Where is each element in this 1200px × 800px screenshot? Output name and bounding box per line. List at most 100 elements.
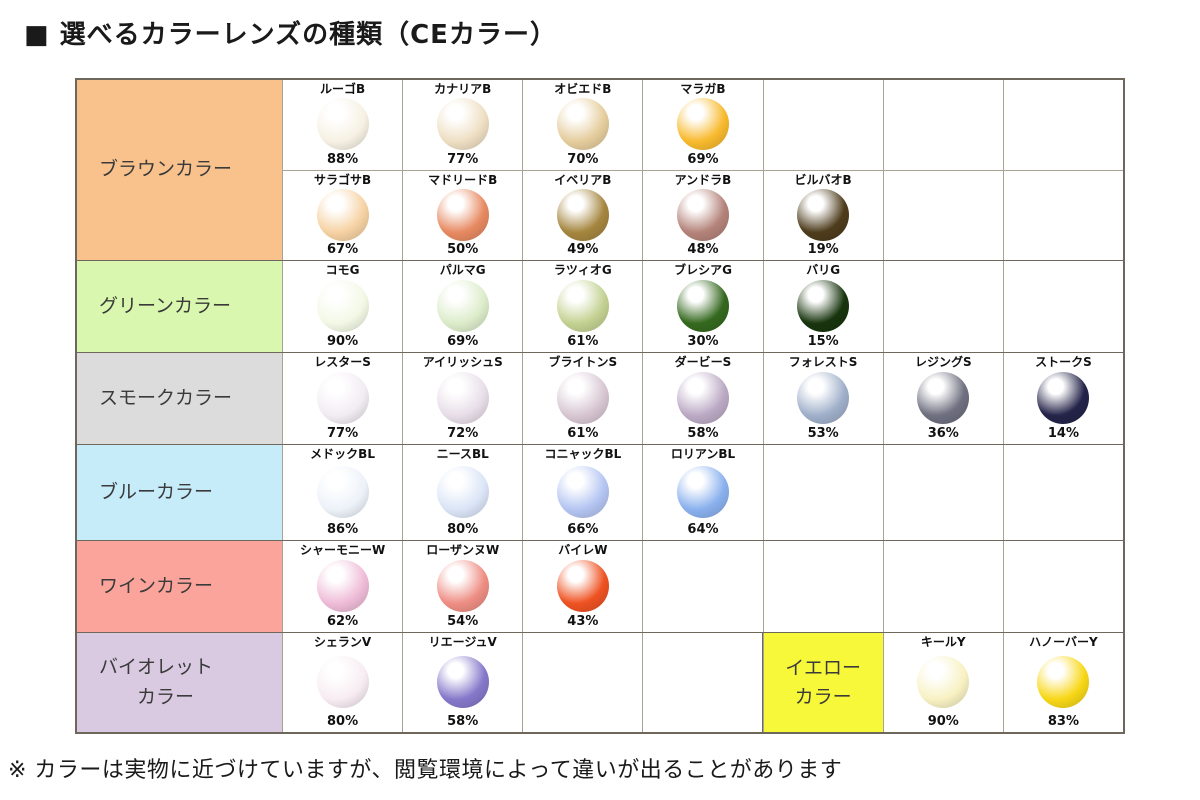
lens-swatch <box>436 279 489 332</box>
lens-percentage: 19% <box>807 241 839 257</box>
lens-percentage: 30% <box>687 333 719 349</box>
lens-name: バリG <box>806 263 841 277</box>
lens-name: シェランV <box>313 635 372 649</box>
lens-percentage: 88% <box>327 151 359 167</box>
empty-cell <box>882 261 1003 352</box>
table-row: グリーンカラー コモG 90% パルマG 69% ラツィオG 61% ブレシアG 30% バリG 1… <box>77 261 1123 353</box>
lens-cell: バリG 15% <box>762 261 883 352</box>
empty-cell <box>762 445 883 540</box>
lens-percentage: 58% <box>687 425 719 441</box>
lens-cell: ルーゴB 88% <box>282 80 402 170</box>
table-row: スモークカラー レスターS 77% アイリッシュS 72% ブライトンS 61% ダービーS 5… <box>77 353 1123 445</box>
lens-swatch <box>556 98 609 151</box>
lens-name: ハノーバーY <box>1029 635 1098 649</box>
lens-cell: ローザンヌW 54% <box>402 541 522 632</box>
lens-swatch <box>676 98 729 151</box>
lens-cell: サラゴサB 67% <box>282 171 402 260</box>
lens-table: ブラウンカラー ルーゴB 88% カナリアB 77% オビエドB 70% マラガB 69% サラゴ… <box>75 78 1125 734</box>
lens-percentage: 77% <box>327 425 359 441</box>
lens-percentage: 90% <box>327 333 359 349</box>
table-subrow: メドックBL 86% ニースBL 80% コニャックBL 66% ロリアンBL 64% <box>282 445 1123 540</box>
lens-name: マラガB <box>680 82 726 96</box>
lens-name: オビエドB <box>554 82 612 96</box>
lens-name: コニャックBL <box>544 447 622 461</box>
table-subrow: シャーモニーW 62% ローザンヌW 54% バイレW 43% <box>282 541 1123 632</box>
table-subrow: ルーゴB 88% カナリアB 77% オビエドB 70% マラガB 69% <box>282 80 1123 170</box>
lens-cell: オビエドB 70% <box>522 80 642 170</box>
lens-swatch <box>436 559 489 612</box>
footnote: ※ カラーは実物に近づけていますが、閲覧環境によって違いが出ることがあります <box>8 758 843 783</box>
lens-percentage: 43% <box>567 613 599 629</box>
lens-percentage: 15% <box>807 333 839 349</box>
lens-name: コモG <box>325 263 360 277</box>
lens-percentage: 80% <box>327 713 359 729</box>
lens-name: ローザンヌW <box>426 543 500 557</box>
table-subrow: コモG 90% パルマG 69% ラツィオG 61% ブレシアG 30% バリG 15% <box>282 261 1123 352</box>
lens-percentage: 67% <box>327 241 359 257</box>
table-row: ブルーカラー メドックBL 86% ニースBL 80% コニャックBL 66% ロリアンBL 6… <box>77 445 1123 541</box>
lens-cell: ストークS 14% <box>1002 353 1123 444</box>
lens-cell: マドリードB 50% <box>402 171 522 260</box>
lens-swatch <box>797 371 850 424</box>
lens-percentage: 77% <box>447 151 479 167</box>
lens-swatch <box>1037 655 1090 708</box>
lens-percentage: 61% <box>567 333 599 349</box>
lens-name: カナリアB <box>434 82 492 96</box>
category-cell: ワインカラー <box>77 541 282 632</box>
lens-cell: ブライトンS 61% <box>522 353 642 444</box>
table-subrow: サラゴサB 67% マドリードB 50% イベリアB 49% アンドラB 48% ビルバオB 19… <box>282 170 1123 260</box>
lens-name: メドックBL <box>310 447 375 461</box>
lens-swatch <box>1037 371 1090 424</box>
lens-swatch <box>676 279 729 332</box>
lens-percentage: 53% <box>807 425 839 441</box>
lens-cell: コニャックBL 66% <box>522 445 642 540</box>
lens-cell: アイリッシュS 72% <box>402 353 522 444</box>
lens-cell: コモG 90% <box>282 261 402 352</box>
lens-name: ニースBL <box>436 447 489 461</box>
lens-percentage: 36% <box>927 425 959 441</box>
lens-name: ルーゴB <box>319 82 366 96</box>
lens-percentage: 66% <box>567 521 599 537</box>
lens-swatch <box>316 655 369 708</box>
lens-name: バイレW <box>558 543 608 557</box>
lens-swatch <box>436 465 489 518</box>
lens-percentage: 48% <box>687 241 719 257</box>
lens-percentage: 49% <box>567 241 599 257</box>
lens-name: フォレストS <box>788 355 858 369</box>
lens-percentage: 50% <box>447 241 479 257</box>
lens-percentage: 83% <box>1047 713 1079 729</box>
lens-swatch <box>316 371 369 424</box>
lens-percentage: 70% <box>567 151 599 167</box>
lens-cell: パルマG 69% <box>402 261 522 352</box>
lens-swatch <box>436 188 489 241</box>
lens-percentage: 14% <box>1047 425 1079 441</box>
lens-name: イベリアB <box>554 173 612 187</box>
empty-cell <box>882 80 1003 170</box>
empty-cell <box>1002 445 1123 540</box>
table-subrow: シェランV 80% リエージュV 58% イエロー カラー キールY 90% ハノーバーY 83… <box>282 632 1123 733</box>
lens-swatch <box>676 465 729 518</box>
table-row: ブラウンカラー ルーゴB 88% カナリアB 77% オビエドB 70% マラガB 69% サラゴ… <box>77 80 1123 261</box>
empty-cell <box>642 633 762 732</box>
empty-cell <box>522 633 642 732</box>
lens-name: サラゴサB <box>313 173 372 187</box>
table-row: バイオレット カラー シェランV 80% リエージュV 58% イエロー カラー キールY 9… <box>77 632 1123 733</box>
empty-cell <box>642 541 762 632</box>
lens-swatch <box>436 371 489 424</box>
lens-percentage: 64% <box>687 521 719 537</box>
lens-name: アイリッシュS <box>422 355 503 369</box>
table-subrow: レスターS 77% アイリッシュS 72% ブライトンS 61% ダービーS 58% フォレスト… <box>282 353 1123 444</box>
page-title: ■ 選べるカラーレンズの種類（CEカラー） <box>24 20 557 50</box>
lens-swatch <box>917 371 970 424</box>
lens-swatch <box>316 465 369 518</box>
lens-name: パルマG <box>439 263 486 277</box>
lens-percentage: 62% <box>327 613 359 629</box>
lens-swatch <box>436 98 489 151</box>
lens-cell: ロリアンBL 64% <box>642 445 762 540</box>
lens-swatch <box>316 559 369 612</box>
lens-swatch <box>556 188 609 241</box>
lens-name: レジングS <box>914 355 972 369</box>
lens-name: キールY <box>920 635 966 649</box>
lens-percentage: 54% <box>447 613 479 629</box>
lens-name: レスターS <box>314 355 371 369</box>
